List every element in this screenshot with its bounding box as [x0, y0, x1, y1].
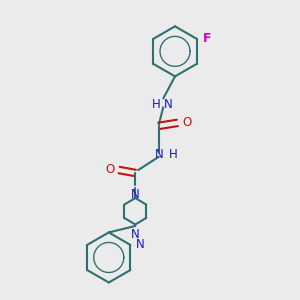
Text: H: H [169, 148, 178, 161]
Text: F: F [203, 32, 212, 45]
Text: O: O [182, 116, 192, 128]
Text: N: N [164, 98, 173, 111]
Text: N: N [131, 188, 140, 201]
Text: H: H [152, 98, 160, 111]
Text: N: N [154, 148, 163, 161]
Text: N: N [131, 228, 140, 241]
Text: O: O [105, 163, 115, 176]
Text: N: N [136, 238, 145, 251]
